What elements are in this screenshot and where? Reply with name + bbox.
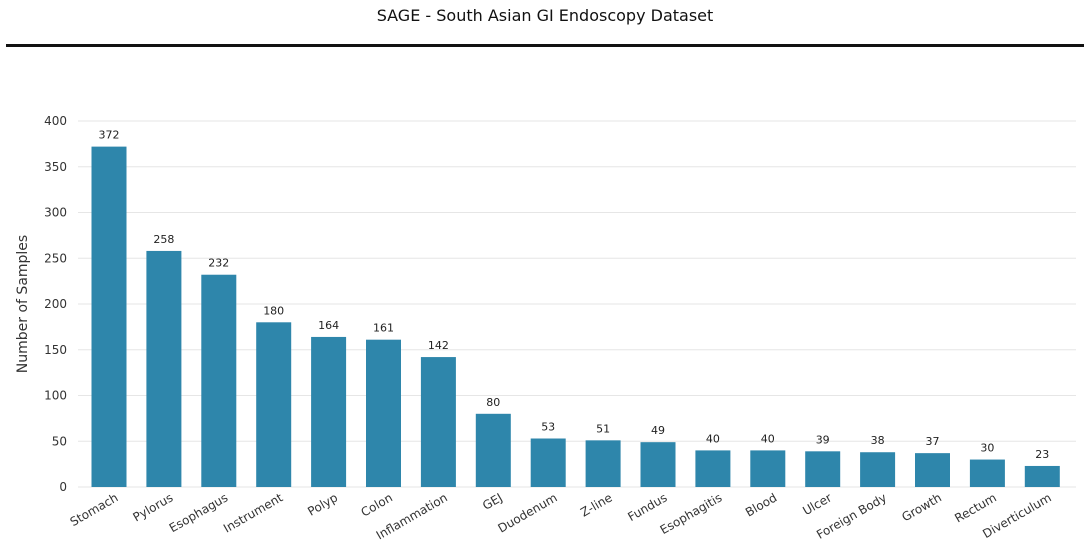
x-tick-label: Growth [899,490,944,524]
x-tick-label: Stomach [68,490,121,529]
y-tick-label: 50 [52,434,67,448]
bar-foreign-body [860,452,896,487]
y-tick-label: 100 [44,389,67,403]
y-tick-label: 400 [44,114,67,128]
y-tick-label: 0 [59,480,67,494]
data-label: 164 [318,319,339,332]
x-tick-label: Z-line [578,490,614,519]
bar-pylorus [146,250,182,487]
y-tick-label: 200 [44,297,67,311]
data-label: 40 [706,432,720,445]
bars [91,146,1060,487]
data-label: 161 [373,322,394,335]
data-label: 232 [208,257,229,270]
x-tick-label: Duodenum [495,490,559,535]
bar-z-line [585,440,621,487]
x-tick-label: Esophagus [167,490,230,535]
x-tick-label: Ulcer [800,490,834,518]
x-tick-label: Fundus [625,490,669,524]
y-tick-label: 350 [44,160,67,174]
bar-fundus [640,442,676,487]
x-tick-label: Instrument [221,490,285,535]
bar-rectum [969,459,1005,487]
bar-inflammation [420,357,456,487]
bar-esophagitis [695,450,731,487]
y-axis-ticks: 0 50 100 150 200 250 300 350 400 [44,114,67,494]
x-tick-label: Colon [359,490,395,519]
bar-duodenum [530,438,566,487]
data-label: 180 [263,304,284,317]
data-label: 37 [926,435,940,448]
bar-stomach [91,146,127,487]
bar-diverticulum [1024,465,1060,487]
bar-growth [915,453,950,487]
bar-instrument [256,322,292,487]
x-tick-label: Polyp [305,490,340,518]
chart-title: SAGE - South Asian GI Endoscopy Dataset [376,6,714,25]
grid-layer [78,120,1076,488]
data-label: 142 [428,339,449,352]
y-tick-label: 300 [44,206,67,220]
title-underline [6,44,1084,47]
data-label: 23 [1035,448,1049,461]
bar-blood [750,450,786,487]
bar-ulcer [805,451,841,487]
data-label: 258 [153,233,174,246]
data-label: 80 [486,396,500,409]
data-labels: 372 258 232 180 164 161 142 80 53 51 49 40 40 39 38 37 3… [99,129,1050,461]
bar-polyp [311,336,347,487]
data-label: 372 [99,129,120,142]
data-label: 49 [651,424,665,437]
data-label: 38 [871,434,885,447]
data-label: 40 [761,432,775,445]
x-tick-label: Rectum [952,490,999,525]
data-label: 53 [541,421,555,434]
y-tick-label: 250 [44,251,67,265]
bar-esophagus [201,274,237,487]
x-tick-label: Pylorus [130,490,175,524]
data-label: 39 [816,433,830,446]
x-tick-label: Blood [743,490,779,519]
x-tick-label: GEJ [480,490,505,512]
y-axis-label: Number of Samples [15,235,31,373]
data-label: 51 [596,422,610,435]
data-label: 30 [980,442,994,455]
bar-gej [475,413,511,487]
y-tick-label: 150 [44,343,67,357]
bar-colon [366,339,401,487]
x-tick-label: Esophagitis [658,490,725,537]
